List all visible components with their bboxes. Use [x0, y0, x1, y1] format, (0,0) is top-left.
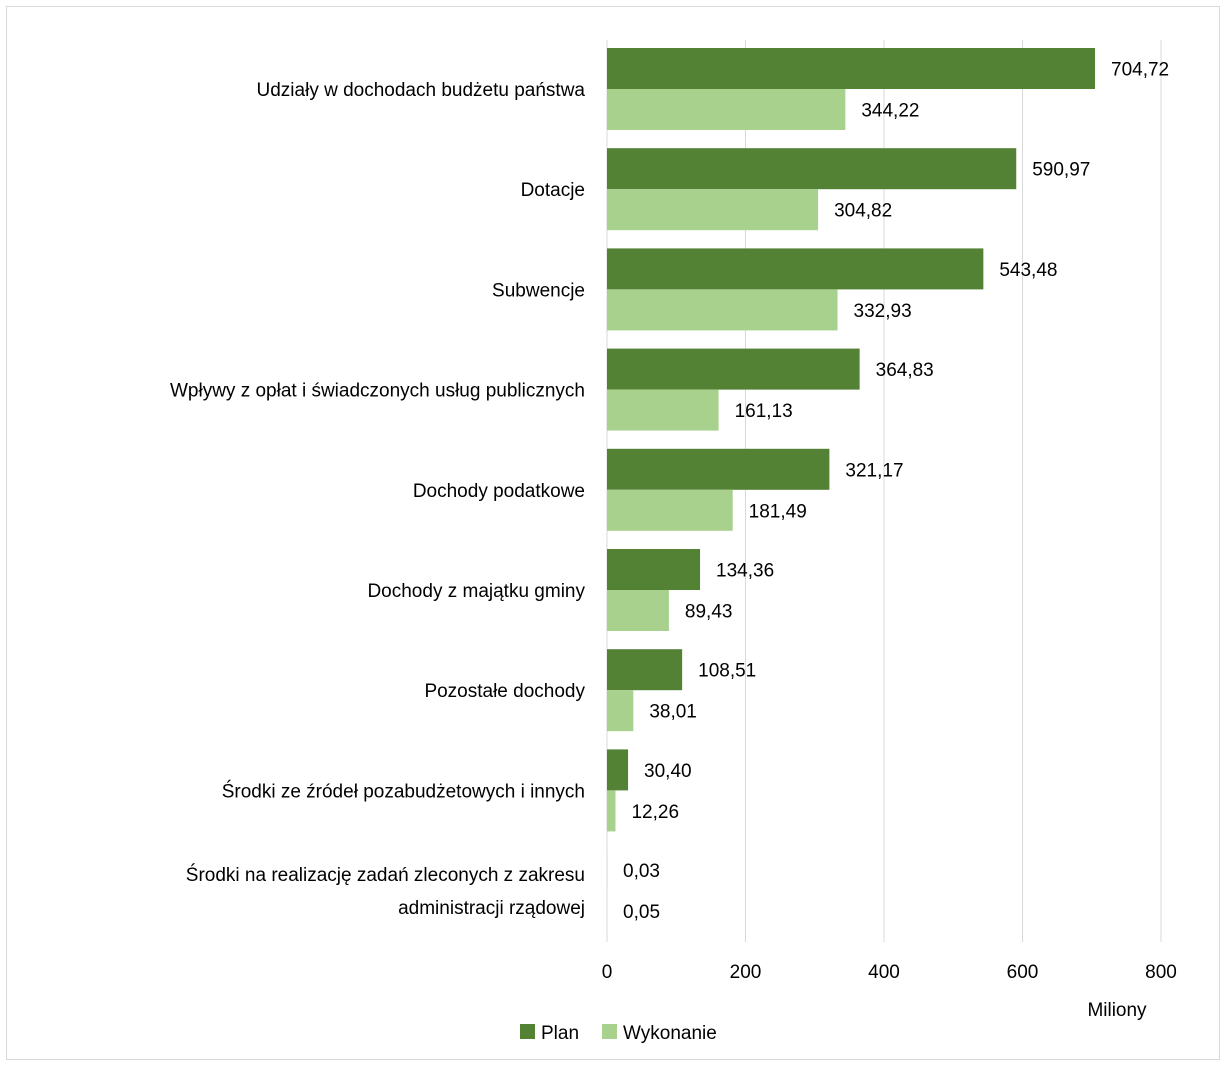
- data-label-plan-4: 321,17: [845, 460, 903, 481]
- legend-label-plan: Plan: [541, 1023, 579, 1044]
- bar-plan-7: [607, 749, 629, 791]
- category-label-5: Dochody z majątku gminy: [367, 581, 585, 602]
- bars: [607, 48, 1096, 932]
- legend-swatch-wykonanie: [602, 1024, 617, 1039]
- bar-wykonanie-1: [607, 189, 819, 231]
- data-label-wykonanie-8: 0,05: [623, 902, 660, 923]
- data-label-wykonanie-7: 12,26: [631, 802, 679, 823]
- data-label-wykonanie-2: 332,93: [854, 301, 912, 322]
- bar-wykonanie-3: [607, 389, 719, 431]
- bar-plan-0: [607, 48, 1096, 89]
- data-label-wykonanie-4: 181,49: [749, 501, 807, 522]
- data-label-plan-6: 108,51: [698, 661, 756, 682]
- data-label-plan-1: 590,97: [1032, 160, 1090, 181]
- bar-plan-2: [607, 248, 984, 290]
- category-label-0: Udziały w dochodach budżetu państwa: [257, 80, 586, 101]
- data-label-wykonanie-0: 344,22: [861, 101, 919, 122]
- bar-wykonanie-6: [607, 690, 634, 732]
- bar-plan-3: [607, 348, 860, 390]
- data-label-wykonanie-6: 38,01: [649, 702, 697, 723]
- bar-plan-5: [607, 549, 701, 590]
- data-label-wykonanie-5: 89,43: [685, 602, 733, 623]
- x-axis-ticks: 0 200 400 600 800: [602, 962, 1177, 983]
- data-label-plan-7: 30,40: [644, 761, 692, 782]
- bar-wykonanie-2: [607, 289, 838, 331]
- data-label-plan-5: 134,36: [716, 561, 774, 582]
- bar-plan-1: [607, 148, 1017, 190]
- x-axis-unit-label: Miliony: [1087, 1000, 1147, 1021]
- category-label-8-line1: administracji rządowej: [398, 898, 585, 919]
- category-label-7: Środki ze źródeł pozabudżetowych i innyc…: [222, 780, 585, 802]
- legend-label-wykonanie: Wykonanie: [623, 1023, 717, 1044]
- legend: Plan Wykonanie: [520, 1023, 717, 1044]
- bar-wykonanie-7: [607, 790, 616, 832]
- x-tick-label-0: 0: [602, 962, 613, 983]
- data-label-plan-2: 543,48: [999, 260, 1057, 281]
- x-tick-label-400: 400: [868, 962, 900, 983]
- x-tick-label-800: 800: [1145, 962, 1177, 983]
- x-tick-label-200: 200: [730, 962, 762, 983]
- bar-plan-6: [607, 649, 683, 691]
- category-label-4: Dochody podatkowe: [413, 481, 585, 502]
- data-label-plan-3: 364,83: [876, 360, 934, 381]
- category-label-1: Dotacje: [521, 180, 585, 201]
- bar-plan-4: [607, 448, 830, 490]
- bar-wykonanie-4: [607, 489, 733, 531]
- x-tick-label-600: 600: [1007, 962, 1039, 983]
- data-label-plan-0: 704,72: [1111, 60, 1169, 81]
- category-label-3: Wpływy z opłat i świadczonych usług publ…: [170, 381, 585, 402]
- data-labels: 704,72 344,22 590,97 304,82 543,48 332,93 364,…: [623, 60, 1169, 924]
- bar-wykonanie-0: [607, 89, 846, 130]
- data-label-wykonanie-1: 304,82: [834, 201, 892, 222]
- category-label-8-line0: Środki na realizację zadań zleconych z z…: [186, 864, 585, 886]
- category-labels: Udziały w dochodach budżetu państwa Dotac…: [170, 80, 586, 919]
- bar-wykonanie-5: [607, 590, 669, 631]
- category-label-2: Subwencje: [492, 280, 585, 301]
- data-label-wykonanie-3: 161,13: [735, 401, 793, 422]
- data-label-plan-8: 0,03: [623, 861, 660, 882]
- legend-swatch-plan: [520, 1024, 535, 1039]
- category-label-6: Pozostałe dochody: [424, 681, 585, 702]
